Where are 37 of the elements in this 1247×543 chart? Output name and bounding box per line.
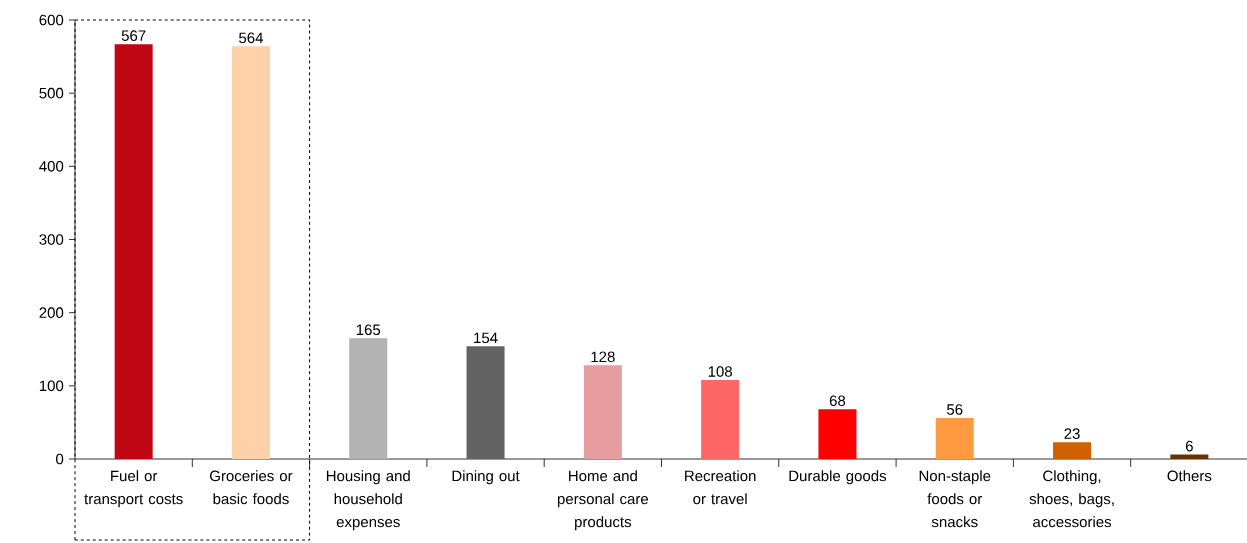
x-tick-label: Durable goods — [789, 470, 887, 485]
y-tick-label: 0 — [56, 453, 64, 465]
bar — [349, 338, 388, 459]
bar — [231, 46, 270, 459]
bar — [114, 44, 153, 459]
data-label: 68 — [829, 395, 846, 407]
data-label: 165 — [356, 324, 381, 336]
y-tick-label: 300 — [39, 234, 64, 245]
y-tick-label: 500 — [39, 87, 64, 99]
bar — [1053, 442, 1092, 459]
data-label: 128 — [591, 351, 615, 363]
y-tick-label: 100 — [39, 380, 64, 392]
bar — [1170, 454, 1209, 459]
x-tick-label: Home and personal care products — [557, 470, 649, 531]
y-tick-label: 400 — [39, 161, 64, 172]
data-label: 567 — [121, 30, 146, 41]
y-tick-label: 200 — [39, 307, 64, 318]
x-tick-label: Clothing, shoes, bags, accessories — [1029, 470, 1114, 528]
y-tick-label: 600 — [39, 14, 64, 26]
x-tick-label: Recreation or travel — [685, 470, 756, 505]
data-label: 108 — [708, 366, 732, 377]
x-tick-label: Non-staple foods or snacks — [919, 470, 991, 528]
x-tick-label: Housing and household expenses — [326, 470, 410, 531]
x-tick-label: Others — [1167, 470, 1212, 482]
bar — [466, 346, 505, 459]
data-label: 564 — [239, 32, 264, 44]
data-label: 56 — [946, 404, 963, 415]
bar — [935, 418, 974, 459]
data-label: 23 — [1064, 428, 1080, 439]
bar — [701, 379, 740, 459]
x-tick-label: Groceries or basic foods — [210, 470, 293, 505]
data-label: 154 — [474, 332, 498, 344]
x-tick-label: Fuel or transport costs — [84, 470, 183, 508]
data-label: 6 — [1185, 440, 1193, 452]
x-tick-label: Dining out — [452, 470, 520, 485]
bar — [818, 409, 857, 459]
bar — [583, 365, 622, 459]
